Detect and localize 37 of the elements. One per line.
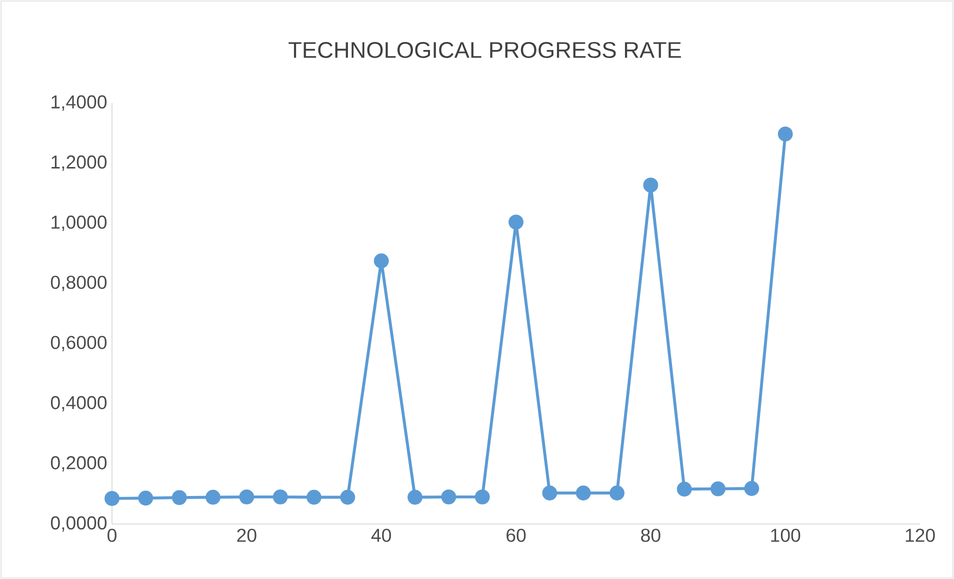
point (778, 126, 793, 142)
x-tick-label: 20 (237, 528, 256, 542)
x-tick-label: 80 (641, 528, 660, 542)
point (676, 482, 692, 497)
y-tick-label: 0,6000 (50, 336, 107, 352)
point (306, 490, 322, 505)
x-tick-label: 60 (506, 528, 526, 542)
chart-title: TECHNOLOGICAL PROGRESS RATE (288, 42, 681, 58)
x-tick-label: 0 (108, 528, 116, 542)
point (340, 490, 356, 505)
point (610, 486, 624, 500)
point (576, 486, 591, 500)
point (138, 490, 154, 506)
y-tick-label: 1,4000 (52, 95, 107, 111)
point (172, 490, 187, 506)
point (239, 489, 254, 504)
point (542, 486, 558, 500)
y-tick-label: 1,2000 (52, 155, 107, 171)
point (104, 490, 120, 506)
y-tick-label: 0,2000 (50, 456, 107, 472)
y-tick-label: 1,0000 (52, 216, 107, 231)
point (744, 481, 760, 496)
point (474, 489, 490, 504)
x-tick-label: 100 (771, 528, 800, 542)
y-tick-label: 0,0000 (50, 516, 107, 532)
point (508, 214, 524, 230)
point (441, 489, 456, 504)
point (272, 489, 288, 504)
point (206, 490, 220, 505)
x-tick-label: 40 (371, 528, 391, 542)
point (710, 481, 726, 496)
x-tick-label: 120 (906, 528, 935, 542)
point (408, 490, 422, 505)
y-tick-label: 0,4000 (50, 396, 107, 412)
point (374, 253, 389, 268)
y-tick-label: 0,8000 (50, 276, 107, 292)
point (643, 178, 658, 193)
